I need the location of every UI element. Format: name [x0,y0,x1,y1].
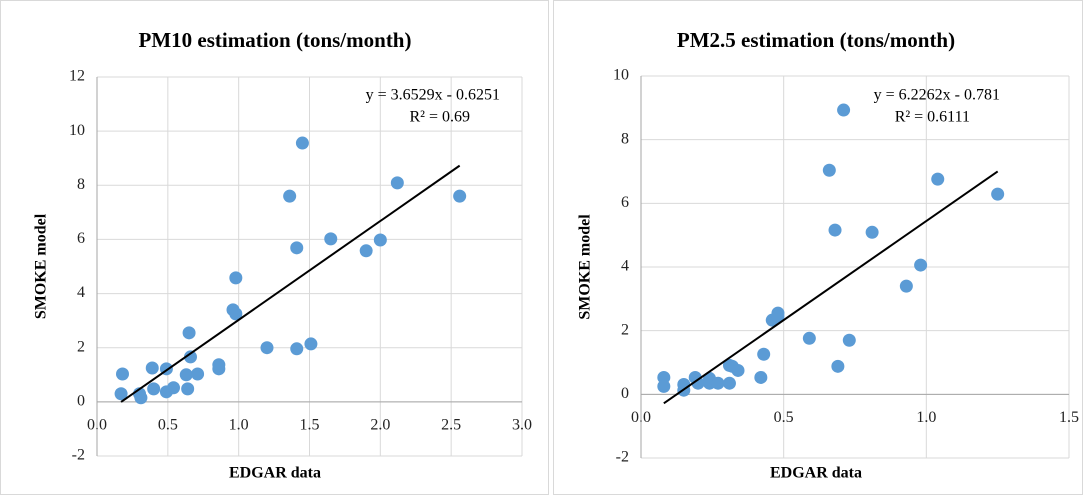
y-tick-label: 2 [77,338,85,355]
point [837,103,851,117]
point [212,358,226,372]
panel [553,0,1083,495]
point [390,176,404,190]
x-tick-label: 2.5 [441,417,461,434]
x-tick-label: 0.5 [158,417,178,434]
x-tick-label: 0.5 [774,409,794,426]
point [771,309,785,323]
x-tick-label: 3.0 [512,417,532,434]
trendline-label: y = 3.6529x - 0.6251 [366,87,500,104]
trendline-label: R² = 0.6111 [895,109,970,126]
point [290,241,304,255]
point [181,382,195,396]
y-tick-label: 4 [77,284,85,301]
y-tick-label: 6 [77,230,85,247]
point [304,337,318,351]
point [931,172,945,186]
trendline [120,164,461,403]
point [657,370,671,384]
x-axis-title: EDGAR data [770,465,862,482]
point [184,350,197,364]
point [453,189,467,203]
y-tick-label: 0 [77,393,85,410]
point [754,370,768,384]
y-tick-label: -2 [616,449,629,466]
y-tick-label: 2 [621,321,629,338]
point [295,136,309,150]
point [722,376,736,390]
point [229,271,243,285]
y-tick-label: 8 [621,130,629,147]
point [114,387,128,401]
point [182,326,196,340]
point [116,367,129,381]
point [145,361,159,375]
y-tick-label: 8 [77,176,85,193]
x-tick-label: 2.0 [370,417,390,434]
point [865,225,879,239]
y-tick-label: 6 [621,194,629,211]
chart-title: PM2.5 estimation (tons/month) [677,28,955,52]
x-axis-title: EDGAR data [229,465,321,482]
point [828,223,842,237]
point [842,333,856,347]
point [899,279,913,293]
x-tick-label: 1.0 [229,417,249,434]
y-tick-label: 12 [69,68,85,85]
y-tick-label: 0 [621,385,629,402]
chart-title: PM10 estimation (tons/month) [139,28,412,52]
point [229,307,243,321]
point [802,331,816,345]
point [691,376,705,390]
point [373,233,387,247]
point [260,341,274,355]
trendline [663,170,999,405]
y-axis-title: SMOKE model [577,214,594,320]
trendline-label: R² = 0.69 [410,109,471,126]
y-tick-label: 4 [621,258,629,275]
point [731,363,745,377]
y-tick-label: -2 [72,447,85,464]
point [822,163,836,177]
point [134,391,148,405]
point [914,258,928,272]
y-tick-label: 10 [613,67,629,84]
point [167,381,180,395]
point [191,367,205,381]
point [359,244,373,258]
point [179,368,193,382]
point [283,189,297,203]
point [757,347,771,361]
point [991,187,1005,201]
x-tick-label: 1.5 [300,417,320,434]
point [711,376,725,390]
point [290,342,304,356]
panel [0,0,549,495]
point [657,379,671,393]
point [324,232,338,246]
y-tick-label: 10 [69,122,85,139]
x-tick-label: 1.0 [916,409,936,426]
trendline-label: y = 6.2262x - 0.781 [874,87,1000,104]
point [831,359,845,373]
x-tick-label: 1.5 [1059,409,1079,426]
y-axis-title: SMOKE model [33,213,50,319]
point [147,382,161,396]
